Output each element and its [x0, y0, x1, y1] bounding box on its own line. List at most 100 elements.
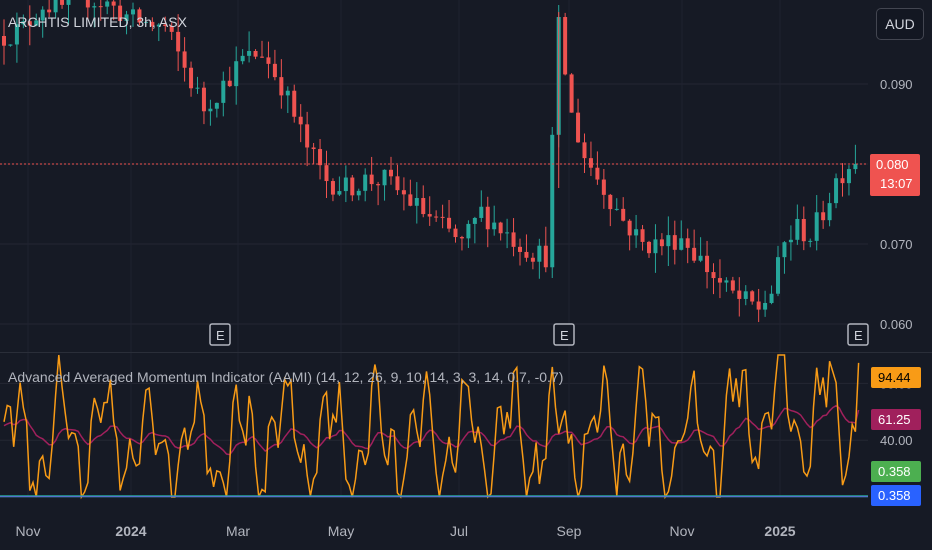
- candle: [473, 218, 477, 224]
- candle: [705, 256, 709, 272]
- candle: [666, 235, 670, 246]
- candle: [537, 246, 541, 262]
- series-value: 61.25: [878, 412, 911, 427]
- candle: [737, 291, 741, 299]
- candle: [815, 212, 819, 241]
- candle: [318, 149, 322, 165]
- candle: [415, 198, 419, 206]
- candle: [847, 169, 851, 183]
- candle: [363, 175, 367, 191]
- candle: [718, 278, 722, 282]
- candle: [512, 232, 516, 246]
- candle: [189, 68, 193, 89]
- currency-button[interactable]: AUD: [876, 8, 924, 40]
- candle: [828, 203, 832, 220]
- candle: [202, 88, 206, 112]
- candle: [653, 239, 657, 253]
- candle: [221, 81, 225, 103]
- candle: [750, 291, 754, 301]
- candle: [544, 246, 548, 268]
- x-axis-label: 2024: [115, 523, 146, 539]
- candle: [312, 147, 316, 149]
- earnings-marker-label: E: [854, 328, 863, 343]
- candle: [286, 91, 290, 96]
- candle: [99, 6, 103, 7]
- candle: [782, 242, 786, 257]
- candle: [434, 217, 438, 218]
- candle: [54, 0, 58, 12]
- price-tick-label: 0.090: [880, 77, 913, 92]
- candle: [692, 248, 696, 261]
- candle: [479, 207, 483, 218]
- candle: [67, 0, 71, 5]
- candle: [757, 302, 761, 310]
- candle: [608, 195, 612, 209]
- candle: [428, 214, 432, 216]
- candle: [279, 77, 283, 95]
- candle: [673, 235, 677, 250]
- indicator-title: Advanced Averaged Momentum Indicator (AA…: [8, 369, 563, 385]
- candle: [744, 291, 748, 299]
- candle: [563, 17, 567, 74]
- candle: [776, 257, 780, 294]
- candle: [337, 191, 341, 195]
- candle: [595, 168, 599, 180]
- candle: [576, 113, 580, 143]
- candle: [460, 237, 464, 238]
- x-axis-label: May: [328, 523, 354, 539]
- candle: [421, 198, 425, 214]
- candle: [454, 229, 458, 237]
- x-axis-label: Jul: [450, 523, 468, 539]
- series-value: 0.358: [878, 488, 911, 503]
- candle: [679, 238, 683, 250]
- candle: [518, 247, 522, 252]
- candle: [228, 81, 232, 86]
- candle: [383, 170, 387, 185]
- candle: [208, 109, 212, 112]
- candle: [531, 258, 535, 262]
- candle: [589, 158, 593, 168]
- chart-title: ARCHTIS LIMITED, 3h, ASX: [8, 14, 187, 30]
- candle: [466, 224, 470, 238]
- candle: [641, 229, 645, 242]
- candle: [647, 242, 651, 253]
- candle: [325, 165, 329, 181]
- candle: [260, 57, 264, 58]
- candle: [731, 280, 735, 290]
- candle: [441, 217, 445, 218]
- candle: [266, 57, 270, 63]
- candle: [247, 51, 251, 56]
- candle: [524, 252, 528, 258]
- candle: [795, 219, 799, 240]
- candle: [724, 280, 728, 282]
- candle: [395, 176, 399, 190]
- earnings-marker-label: E: [216, 328, 225, 343]
- candle: [408, 194, 412, 205]
- countdown-label: 13:07: [880, 176, 913, 191]
- candle: [389, 170, 393, 177]
- candle: [486, 207, 490, 230]
- earnings-marker-label: E: [560, 328, 569, 343]
- candle: [2, 36, 6, 46]
- candle: [699, 256, 703, 261]
- candle: [357, 191, 361, 195]
- candle: [660, 239, 664, 246]
- candle: [686, 238, 690, 248]
- candle: [570, 74, 574, 112]
- candle: [499, 223, 503, 234]
- candle: [808, 241, 812, 242]
- candle: [615, 209, 619, 210]
- series-value: 94.44: [878, 370, 911, 385]
- candle: [853, 164, 857, 169]
- candle: [305, 124, 309, 147]
- candle: [634, 229, 638, 235]
- candle: [112, 1, 116, 5]
- candle: [376, 184, 380, 185]
- candle: [841, 178, 845, 183]
- candle: [583, 142, 587, 158]
- candle: [802, 219, 806, 241]
- candle: [789, 240, 793, 242]
- candle: [105, 1, 109, 6]
- candle: [505, 232, 509, 233]
